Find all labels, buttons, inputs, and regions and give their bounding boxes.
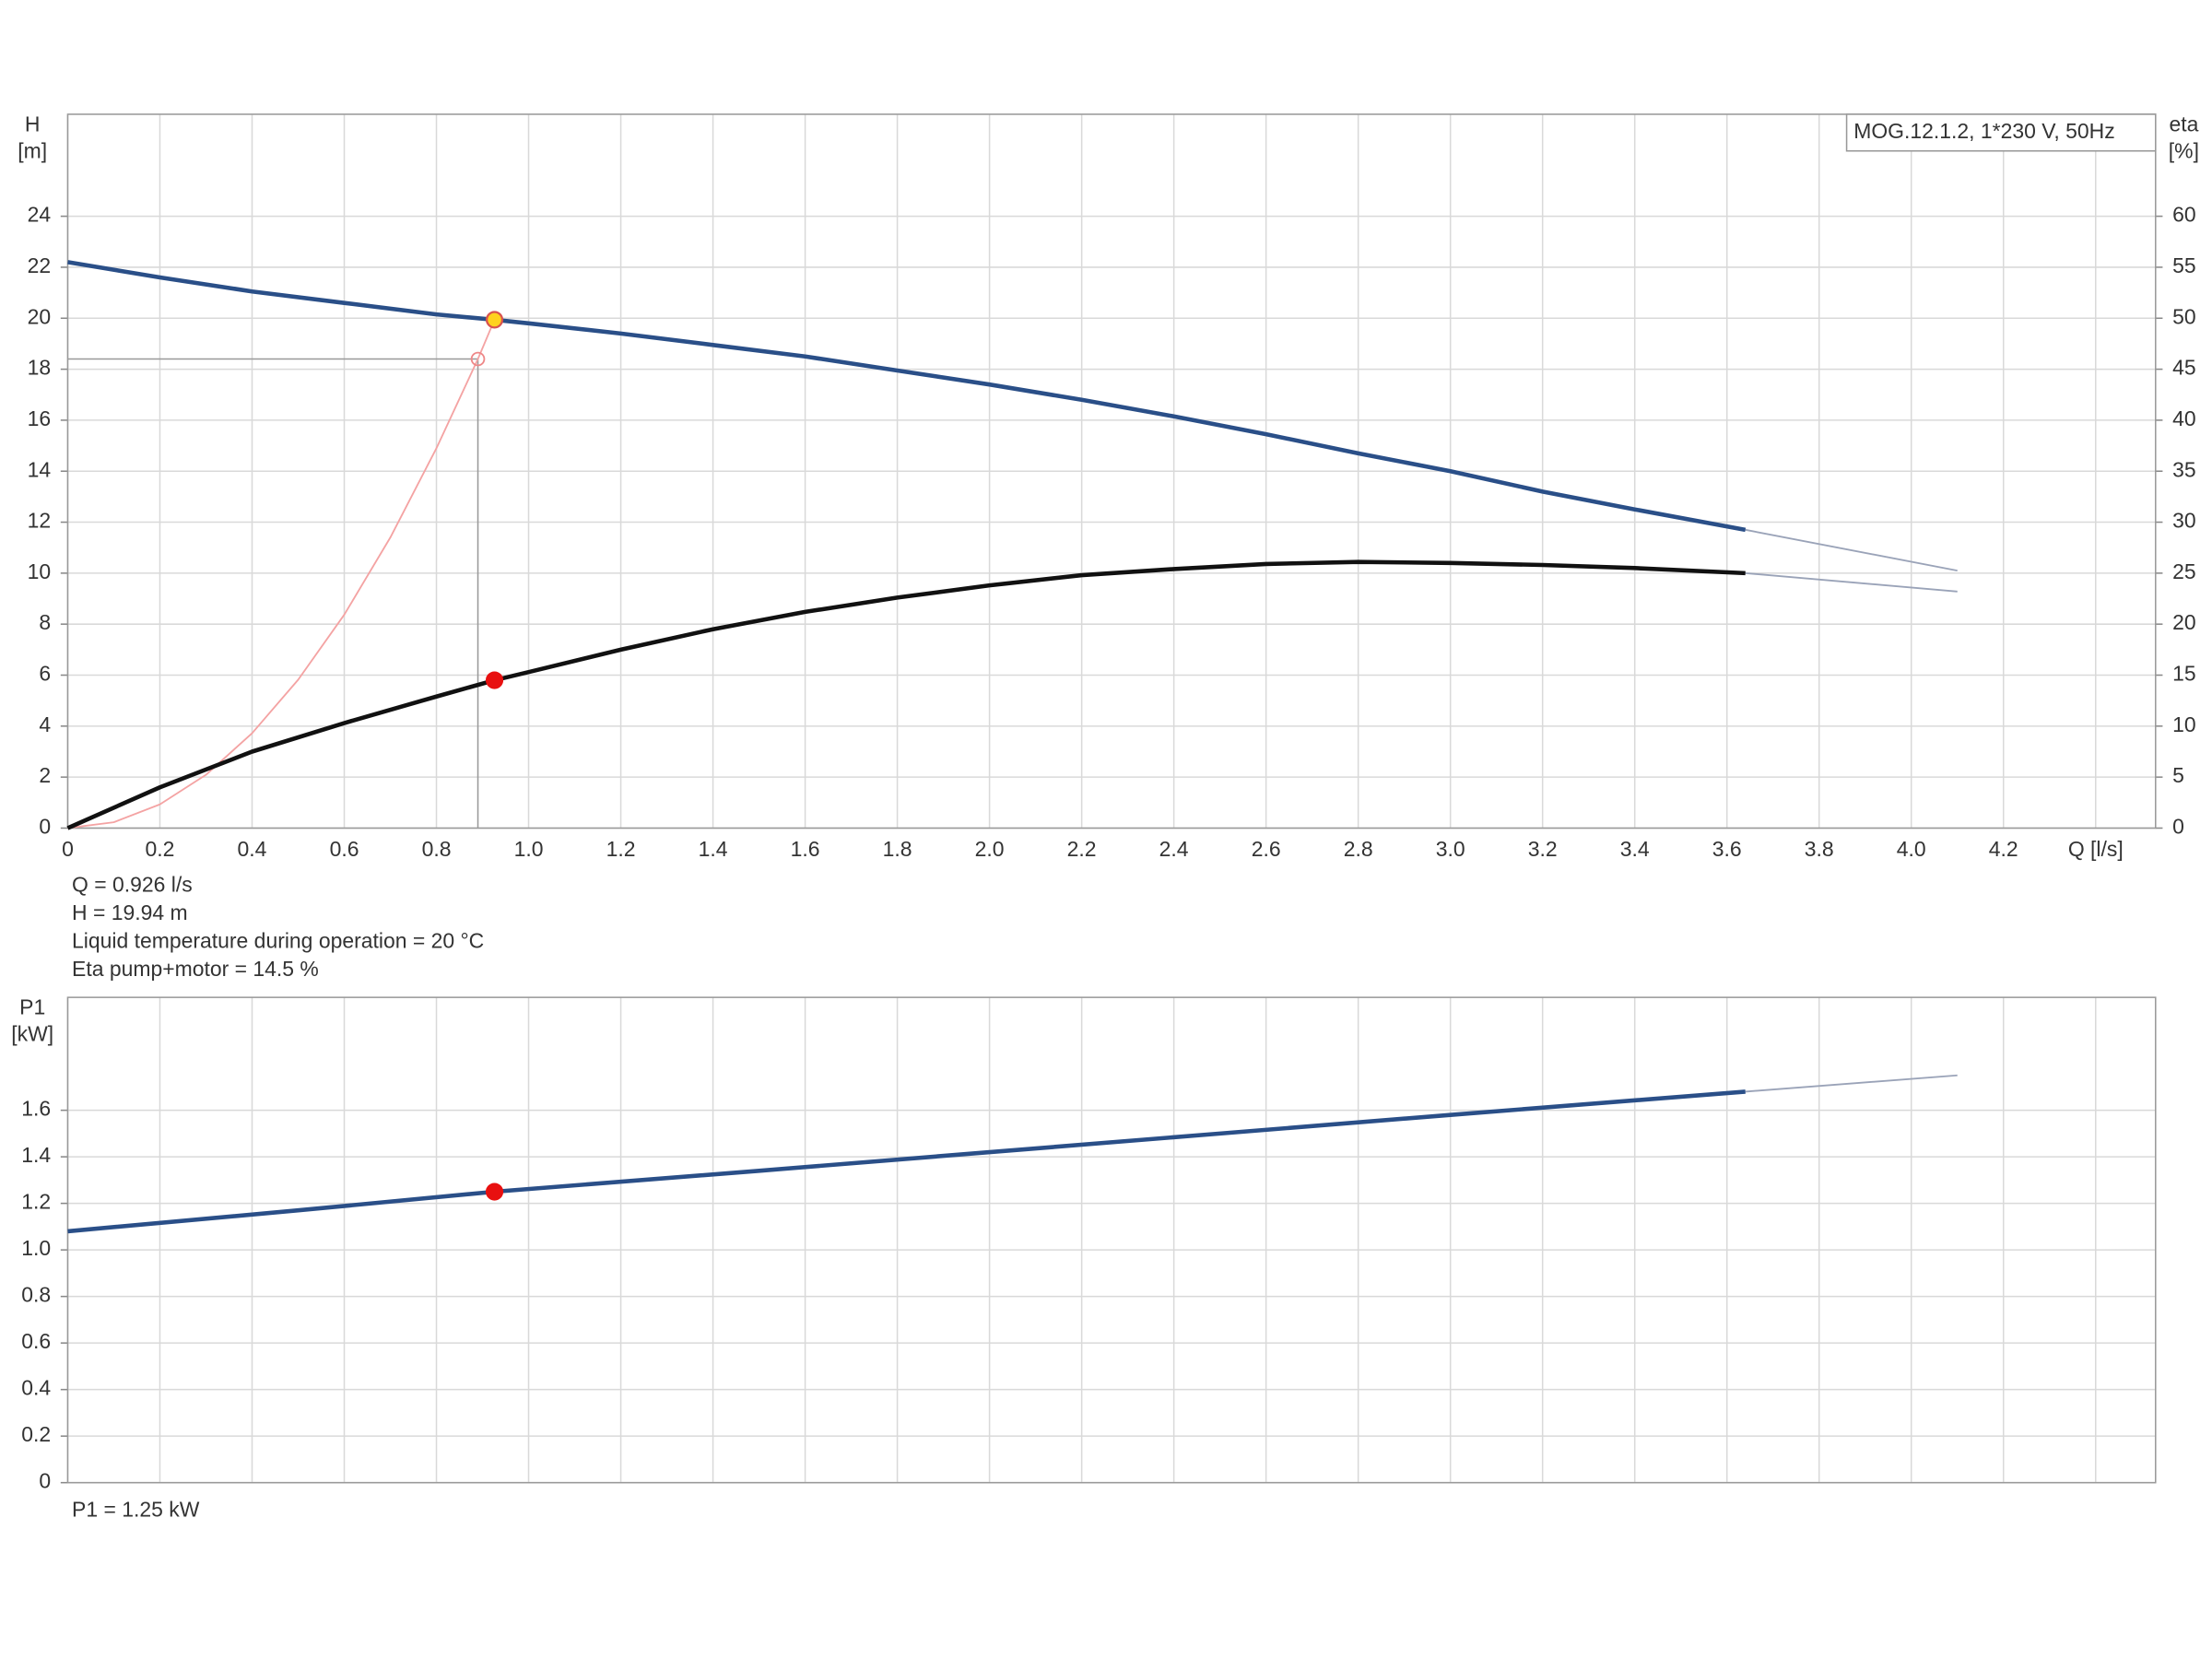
y-tick-label: 20 bbox=[28, 304, 52, 328]
curve bbox=[67, 260, 1747, 533]
y-tick-label: 16 bbox=[28, 406, 52, 430]
curve bbox=[67, 319, 496, 830]
x-tick-label: 1.8 bbox=[883, 837, 912, 861]
y-tick-label: 0.4 bbox=[21, 1376, 51, 1400]
curve bbox=[66, 559, 1746, 830]
x-tick-label: 3.6 bbox=[1712, 837, 1742, 861]
y-tick-label: 1.2 bbox=[21, 1190, 51, 1214]
y2-tick-label: 45 bbox=[2172, 356, 2196, 380]
x-tick-label: 0.6 bbox=[330, 837, 359, 861]
note: Q = 0.926 l/s bbox=[72, 872, 193, 896]
y-tick-label: 1.6 bbox=[21, 1097, 51, 1121]
y-tick-label: 24 bbox=[28, 203, 52, 227]
note: Liquid temperature during operation = 20… bbox=[72, 929, 484, 953]
x-tick-label: 1.0 bbox=[514, 837, 544, 861]
x-tick-label: 4.0 bbox=[1897, 837, 1926, 861]
y-tick-label: 0 bbox=[39, 1469, 51, 1493]
y-tick-label: 1.0 bbox=[21, 1236, 51, 1260]
x-tick-label: 3.8 bbox=[1805, 837, 1834, 861]
y2-tick-label: 40 bbox=[2172, 406, 2196, 430]
y-tick-label: 8 bbox=[39, 610, 51, 634]
x-tick-label: 1.4 bbox=[699, 837, 728, 861]
y-tick-label: 0.2 bbox=[21, 1422, 51, 1446]
plot-frame bbox=[66, 996, 2157, 1484]
x-tick-label: 3.4 bbox=[1620, 837, 1650, 861]
y-axis-unit: [kW] bbox=[11, 1022, 53, 1046]
operating-point bbox=[485, 1182, 504, 1201]
y-tick-label: 0.8 bbox=[21, 1283, 51, 1307]
y-tick-label: 12 bbox=[28, 509, 52, 533]
y-axis-unit: [m] bbox=[18, 138, 47, 162]
x-tick-label: 1.6 bbox=[791, 837, 820, 861]
operating-point bbox=[485, 671, 504, 689]
y2-tick-label: 20 bbox=[2172, 610, 2196, 634]
x-tick-label: 0.8 bbox=[422, 837, 452, 861]
x-tick-label: 0.4 bbox=[238, 837, 267, 861]
curve bbox=[67, 1089, 1746, 1234]
x-tick-label: 4.2 bbox=[1989, 837, 2018, 861]
y-tick-label: 2 bbox=[39, 763, 51, 787]
operating-point bbox=[470, 351, 486, 367]
y2-tick-label: 30 bbox=[2172, 509, 2196, 533]
x-tick-label: Q [l/s] bbox=[2068, 837, 2124, 861]
y-tick-label: 22 bbox=[28, 253, 52, 277]
y2-tick-label: 25 bbox=[2172, 559, 2196, 583]
y2-tick-label: 55 bbox=[2172, 253, 2196, 277]
x-tick-label: 0.2 bbox=[146, 837, 175, 861]
y-tick-label: 0.6 bbox=[21, 1329, 51, 1353]
y2-tick-label: 50 bbox=[2172, 304, 2196, 328]
y2-tick-label: 60 bbox=[2172, 203, 2196, 227]
x-tick-label: 2.0 bbox=[975, 837, 1005, 861]
y-axis-label: H bbox=[25, 112, 41, 135]
x-tick-label: 3.2 bbox=[1528, 837, 1558, 861]
curve bbox=[1745, 571, 1958, 593]
curve bbox=[1745, 1074, 1958, 1093]
plot-frame bbox=[66, 113, 2157, 830]
label-box bbox=[1845, 113, 2157, 152]
y-tick-label: 1.4 bbox=[21, 1143, 51, 1167]
y2-tick-label: 10 bbox=[2172, 712, 2196, 736]
note: Eta pump+motor = 14.5 % bbox=[72, 957, 319, 981]
y-tick-label: 6 bbox=[39, 662, 51, 686]
note: H = 19.94 m bbox=[72, 900, 188, 924]
x-tick-label: 2.4 bbox=[1159, 837, 1189, 861]
y-tick-label: 10 bbox=[28, 559, 52, 583]
y2-tick-label: 15 bbox=[2172, 662, 2196, 686]
x-tick-label: 2.6 bbox=[1252, 837, 1281, 861]
y2-tick-label: 5 bbox=[2172, 763, 2184, 787]
x-tick-label: 0 bbox=[62, 837, 74, 861]
y-tick-label: 0 bbox=[39, 815, 51, 839]
note: P1 = 1.25 kW bbox=[72, 1497, 200, 1521]
y-tick-label: 18 bbox=[28, 356, 52, 380]
y2-axis-label: eta bbox=[2169, 112, 2198, 135]
y-tick-label: 14 bbox=[28, 457, 52, 481]
label-text: MOG.12.1.2, 1*230 V, 50Hz bbox=[1853, 119, 2115, 143]
y-tick-label: 4 bbox=[39, 712, 51, 736]
x-tick-label: 2.2 bbox=[1067, 837, 1097, 861]
x-tick-label: 2.8 bbox=[1344, 837, 1373, 861]
y2-tick-label: 0 bbox=[2172, 815, 2184, 839]
x-tick-label: 3.0 bbox=[1436, 837, 1465, 861]
curve bbox=[1745, 528, 1958, 572]
y2-axis-unit: [%] bbox=[2169, 138, 2199, 162]
operating-point bbox=[485, 311, 504, 329]
y-axis-label: P1 bbox=[19, 994, 45, 1018]
y2-tick-label: 35 bbox=[2172, 457, 2196, 481]
x-tick-label: 1.2 bbox=[606, 837, 636, 861]
